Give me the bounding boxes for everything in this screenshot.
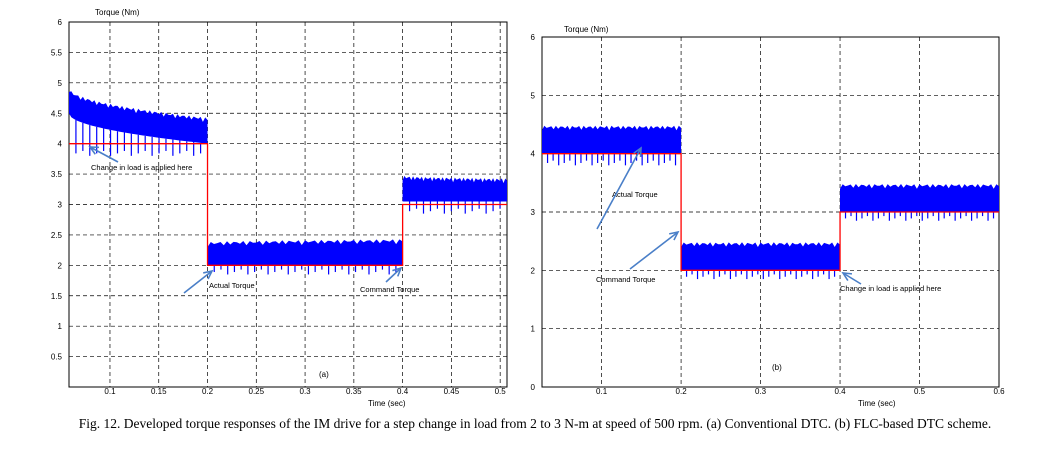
x-tick-label: 0.1 — [596, 387, 608, 396]
x-axis-label: Time (sec) — [368, 399, 406, 408]
panel-label: (b) — [772, 363, 782, 372]
x-tick-label: 0.4 — [397, 387, 409, 396]
annotation-arrow — [842, 272, 862, 285]
x-tick-label: 0.3 — [755, 387, 767, 396]
annotation-label: Command Torque — [596, 275, 655, 284]
y-tick-label: 2.5 — [51, 231, 63, 240]
annotation-arrow — [596, 147, 642, 230]
arrow-head-icon — [669, 230, 680, 241]
x-tick-label: 0.15 — [151, 387, 167, 396]
x-tick-label: 0.35 — [346, 387, 362, 396]
figure-caption: Fig. 12. Developed torque responses of t… — [78, 416, 992, 431]
annotation-label: Actual Torque — [612, 190, 658, 199]
y-tick-label: 0.5 — [51, 353, 63, 362]
y-axis-label: Torque (Nm) — [564, 25, 609, 34]
x-tick-label: 0.2 — [202, 387, 214, 396]
y-tick-label: 1 — [531, 325, 536, 334]
x-tick-label: 0.6 — [993, 387, 1005, 396]
annotation-arrow — [629, 231, 679, 270]
command-torque-line — [69, 143, 507, 266]
y-tick-label: 6 — [531, 33, 536, 42]
y-tick-label: 2 — [58, 261, 63, 270]
y-tick-label: 5.5 — [51, 48, 63, 57]
y-tick-label: 5 — [531, 91, 536, 100]
x-tick-label: 0.3 — [300, 387, 312, 396]
panel-label: (a) — [319, 370, 329, 379]
x-tick-label: 0.5 — [914, 387, 926, 396]
plot-a: 0.1 0.15 0.2 0.25 0.3 0.35 0.4 0.45 0.5 0.5 1 1.5 2 2… — [51, 8, 508, 408]
y-tick-label: 4 — [531, 150, 536, 159]
actual-torque-band — [542, 125, 682, 154]
y-tick-label: 4.5 — [51, 109, 63, 118]
y-tick-label: 2 — [531, 266, 536, 275]
y-tick-label: 4 — [58, 140, 63, 149]
annotation-label: Change in load is applied here — [840, 284, 941, 293]
x-tick-label: 0.1 — [104, 387, 116, 396]
annotation-arrow — [183, 270, 213, 294]
actual-torque-band — [681, 242, 840, 271]
x-tick-label: 0.4 — [834, 387, 846, 396]
arrow-head-icon — [633, 146, 642, 158]
annotation-arrow — [385, 267, 402, 283]
actual-torque-band — [840, 184, 999, 212]
y-tick-label: 0 — [531, 383, 536, 392]
plot-b: 0.1 0.2 0.3 0.4 0.5 0.6 0 1 2 3 4 5 6 Torque (Nm) Time… — [531, 25, 1006, 408]
actual-torque-band — [207, 239, 403, 266]
x-tick-label: 0.45 — [444, 387, 460, 396]
x-tick-label: 0.5 — [495, 387, 507, 396]
annotation-label: Actual Torque — [209, 281, 255, 290]
arrow-head-icon — [392, 266, 403, 277]
arrow-head-icon — [88, 146, 100, 155]
actual-torque-band — [402, 175, 507, 202]
y-tick-label: 3 — [58, 201, 63, 210]
actual-torque-band — [69, 91, 208, 144]
x-tick-label: 0.2 — [676, 387, 688, 396]
y-tick-label: 5 — [58, 79, 63, 88]
annotation-label: Command Torque — [360, 285, 419, 294]
y-axis-label: Torque (Nm) — [95, 8, 140, 17]
y-tick-label: 3.5 — [51, 170, 63, 179]
annotation-label: Change in load is applied here — [91, 163, 192, 172]
y-tick-label: 3 — [531, 208, 536, 217]
y-tick-label: 1.5 — [51, 292, 63, 301]
y-tick-label: 1 — [58, 322, 63, 331]
x-axis-label: Time (sec) — [858, 399, 896, 408]
command-torque-line — [542, 153, 999, 271]
arrow-head-icon — [203, 269, 214, 280]
annotation-arrow — [89, 146, 119, 163]
y-tick-label: 6 — [58, 18, 63, 27]
arrow-head-icon — [841, 272, 853, 281]
x-tick-label: 0.25 — [249, 387, 265, 396]
